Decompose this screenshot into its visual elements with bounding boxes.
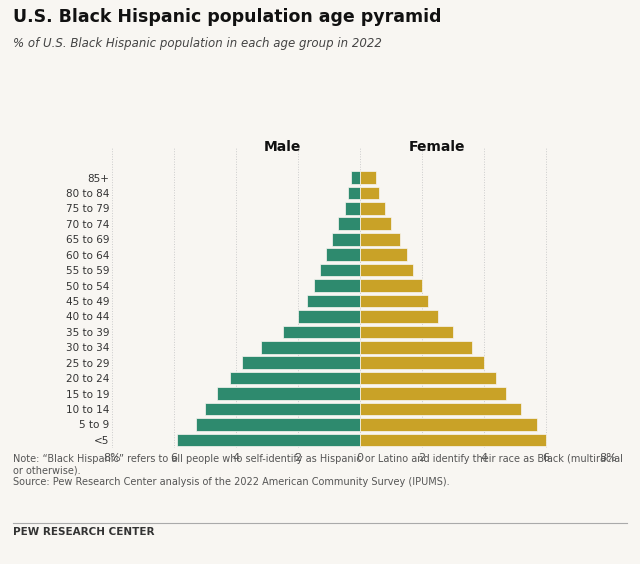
- Bar: [360, 356, 484, 369]
- Bar: [320, 264, 360, 276]
- Bar: [360, 403, 521, 415]
- Bar: [298, 310, 360, 323]
- Bar: [339, 218, 360, 230]
- Text: Note: “Black Hispanic” refers to all people who self-identify as Hispanic or Lat: Note: “Black Hispanic” refers to all peo…: [13, 454, 623, 487]
- Bar: [360, 372, 497, 385]
- Bar: [332, 233, 360, 245]
- Bar: [360, 387, 506, 400]
- Bar: [326, 248, 360, 261]
- Bar: [351, 171, 360, 184]
- Bar: [205, 403, 360, 415]
- Bar: [177, 434, 360, 446]
- Text: PEW RESEARCH CENTER: PEW RESEARCH CENTER: [13, 527, 154, 537]
- Bar: [360, 171, 376, 184]
- Bar: [360, 418, 537, 431]
- Bar: [360, 310, 438, 323]
- Bar: [360, 434, 546, 446]
- Bar: [282, 325, 360, 338]
- Bar: [360, 248, 406, 261]
- Bar: [218, 387, 360, 400]
- Bar: [196, 418, 360, 431]
- Text: % of U.S. Black Hispanic population in each age group in 2022: % of U.S. Black Hispanic population in e…: [13, 37, 381, 50]
- Bar: [261, 341, 360, 354]
- Bar: [360, 202, 385, 215]
- Text: Female: Female: [409, 140, 466, 155]
- Bar: [360, 187, 379, 199]
- Bar: [348, 187, 360, 199]
- Bar: [230, 372, 360, 385]
- Bar: [360, 279, 422, 292]
- Bar: [360, 264, 413, 276]
- Bar: [314, 279, 360, 292]
- Bar: [360, 325, 453, 338]
- Bar: [307, 294, 360, 307]
- Text: Male: Male: [264, 140, 301, 155]
- Text: U.S. Black Hispanic population age pyramid: U.S. Black Hispanic population age pyram…: [13, 8, 442, 27]
- Bar: [360, 233, 400, 245]
- Bar: [242, 356, 360, 369]
- Bar: [344, 202, 360, 215]
- Bar: [360, 341, 472, 354]
- Bar: [360, 218, 391, 230]
- Bar: [360, 294, 428, 307]
